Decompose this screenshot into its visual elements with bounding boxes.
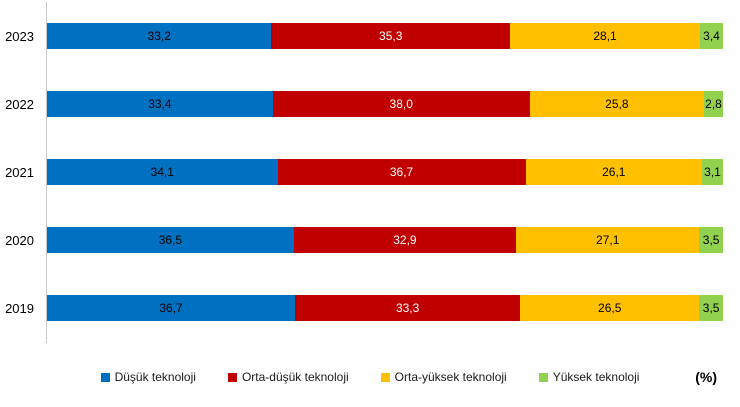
bar-segment: 36,7 xyxy=(47,295,296,321)
bar-segment: 36,7 xyxy=(277,159,526,185)
bar-value-label: 3,5 xyxy=(702,233,720,247)
bar-segment: 38,0 xyxy=(272,91,530,117)
bar-value-label: 36,7 xyxy=(159,301,183,315)
legend-swatch xyxy=(100,372,110,382)
stacked-bar: 34,1 36,7 26,1 3,1 xyxy=(47,159,723,185)
legend-label: Yüksek teknoloji xyxy=(552,370,640,384)
category-label: 2022 xyxy=(5,96,34,112)
bar-value-label: 32,9 xyxy=(393,233,417,247)
bar-value-label: 34,1 xyxy=(150,165,174,179)
bar-segment: 28,1 xyxy=(510,23,700,49)
legend-item: Düşük teknoloji xyxy=(100,370,196,384)
bar-row: 2023 33,2 35,3 28,1 3,4 xyxy=(0,2,740,70)
legend-item: Orta-yüksek teknoloji xyxy=(380,370,507,384)
stacked-bar: 33,2 35,3 28,1 3,4 xyxy=(47,23,723,49)
bar-value-label: 33,2 xyxy=(147,29,171,43)
bar-segment: 26,5 xyxy=(520,295,700,321)
bar-segment: 26,1 xyxy=(525,159,703,185)
bar-value-label: 33,4 xyxy=(148,97,172,111)
bar-value-label: 28,1 xyxy=(593,29,617,43)
bar-row: 2020 36,5 32,9 27,1 3,5 xyxy=(0,206,740,274)
category-label: 2023 xyxy=(5,28,34,44)
stacked-bar: 36,7 33,3 26,5 3,5 xyxy=(47,295,723,321)
bar-segment: 3,5 xyxy=(699,295,723,321)
legend-swatch xyxy=(380,372,390,382)
bar-value-label: 33,3 xyxy=(395,301,420,315)
category-label: 2020 xyxy=(5,232,34,248)
bar-value-label: 2,8 xyxy=(705,97,722,111)
bar-value-label: 35,3 xyxy=(379,29,403,43)
bar-rows-container: 2023 33,2 35,3 28,1 3,4 2022 33,4 38,0 25,8 2,8 20… xyxy=(0,2,740,342)
bar-segment: 25,8 xyxy=(529,91,705,117)
bar-segment: 27,1 xyxy=(516,227,700,253)
bar-value-label: 36,7 xyxy=(389,165,414,179)
bar-segment: 3,4 xyxy=(700,23,723,49)
bar-segment: 36,5 xyxy=(47,227,294,253)
bar-value-label: 25,8 xyxy=(605,97,629,111)
category-label: 2021 xyxy=(5,164,34,180)
bar-segment: 35,3 xyxy=(271,23,511,49)
legend-swatch xyxy=(538,372,548,382)
bar-value-label: 27,1 xyxy=(596,233,620,247)
legend-label: Düşük teknoloji xyxy=(114,370,196,384)
bar-segment: 33,4 xyxy=(47,91,273,117)
bar-value-label: 3,1 xyxy=(704,165,721,179)
legend-item: Orta-düşük teknoloji xyxy=(227,370,349,384)
category-label: 2019 xyxy=(5,300,34,316)
stacked-bar: 33,4 38,0 25,8 2,8 xyxy=(47,91,723,117)
bar-segment: 32,9 xyxy=(293,227,517,253)
legend-label: Orta-yüksek teknoloji xyxy=(394,370,507,384)
bar-value-label: 36,5 xyxy=(158,233,183,247)
bar-value-label: 3,5 xyxy=(702,301,720,315)
legend-label: Orta-düşük teknoloji xyxy=(241,370,349,384)
bar-value-label: 3,4 xyxy=(703,29,720,43)
y-axis-line xyxy=(46,2,47,343)
legend-swatch xyxy=(227,372,237,382)
legend: Düşük teknoloji Orta-düşük teknoloji Orta-… xyxy=(0,366,740,388)
bar-segment: 34,1 xyxy=(47,159,278,185)
bar-value-label: 26,5 xyxy=(598,301,622,315)
plot-area: 2023 33,2 35,3 28,1 3,4 2022 33,4 38,0 25,8 2,8 20… xyxy=(0,2,740,343)
bar-row: 2021 34,1 36,7 26,1 3,1 xyxy=(0,138,740,206)
unit-label: (%) xyxy=(695,369,717,385)
bar-segment: 2,8 xyxy=(704,91,723,117)
bar-value-label: 38,0 xyxy=(389,97,413,111)
bar-value-label: 26,1 xyxy=(602,165,626,179)
bar-segment: 33,2 xyxy=(47,23,272,49)
bar-segment: 3,5 xyxy=(699,227,723,253)
legend-items: Düşük teknoloji Orta-düşük teknoloji Orta-… xyxy=(0,366,740,388)
legend-item: Yüksek teknoloji xyxy=(538,370,640,384)
bar-row: 2022 33,4 38,0 25,8 2,8 xyxy=(0,70,740,138)
bar-row: 2019 36,7 33,3 26,5 3,5 xyxy=(0,274,740,342)
bar-segment: 33,3 xyxy=(295,295,521,321)
stacked-bar: 36,5 32,9 27,1 3,5 xyxy=(47,227,723,253)
bar-segment: 3,1 xyxy=(702,159,723,185)
